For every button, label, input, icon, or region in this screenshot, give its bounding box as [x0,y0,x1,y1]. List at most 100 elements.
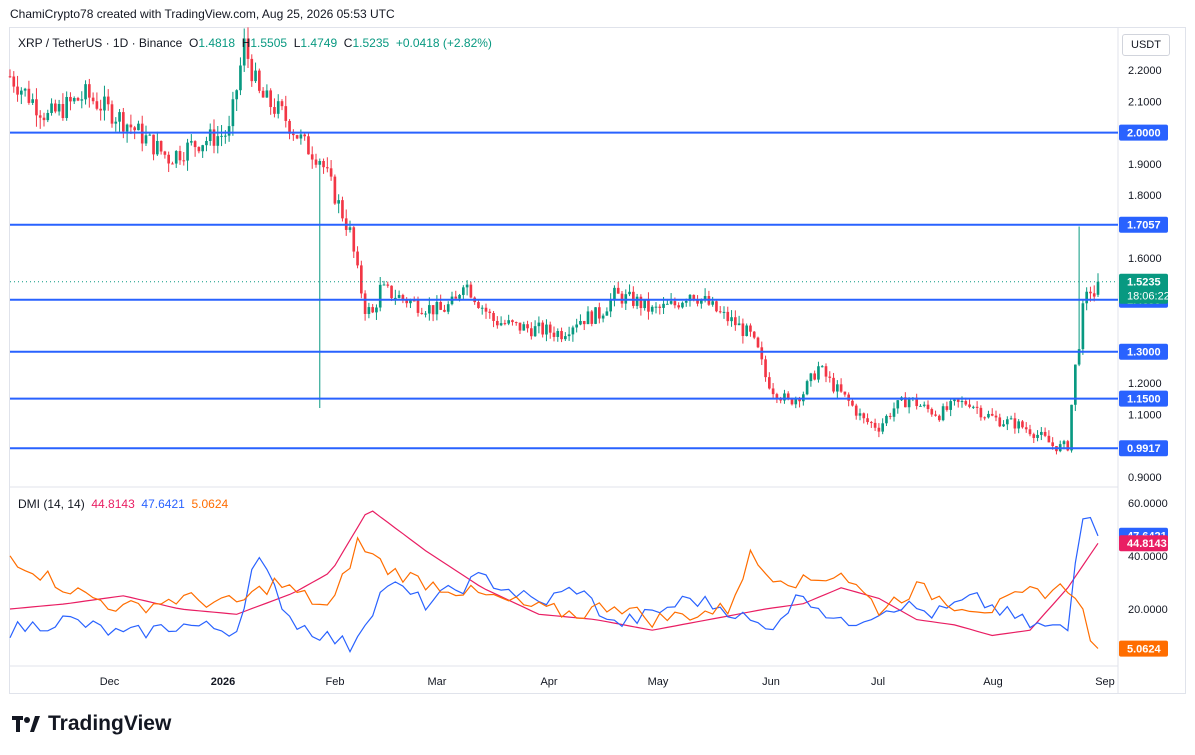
candle-body [484,307,488,312]
candle-body [492,312,495,321]
candle-body [103,96,106,111]
low-value: 1.4749 [300,36,338,50]
symbol-legend: XRP / TetherUS · 1D · Binance O1.4818 H1… [18,36,492,50]
high-value: 1.5505 [250,36,288,50]
candle-body [718,311,722,313]
candle-body [643,298,646,309]
candle-body [8,76,12,78]
candle-body [465,284,469,288]
candle-body [235,90,238,100]
candle-body [794,398,798,405]
candle-body [144,135,148,144]
level-label-bg [1119,216,1168,233]
candle-body [545,324,548,335]
candle-body [220,135,223,137]
candle-body [820,366,824,368]
candle-body [212,129,216,146]
change-value: +0.0418 (+2.82%) [395,36,492,50]
candle-body [201,145,204,152]
dmi-lines [9,510,1099,654]
price-tick-label: 2.2000 [1128,65,1162,77]
candle-body [159,140,163,152]
candle-body [907,399,911,408]
candle-body [216,136,220,146]
candle-body [669,301,673,304]
candle-body [514,322,518,324]
candle-body [1013,418,1017,429]
adx-line [9,536,1099,649]
candle-body [722,311,726,313]
candle-body [575,324,578,328]
candle-body [605,311,609,316]
candle-body [352,227,356,252]
candle-body [843,391,847,395]
dmi-value-bg [1119,535,1168,552]
candle-body [231,99,235,127]
candle-body [76,97,80,101]
dmi-name[interactable]: DMI (14, 14) [18,497,85,511]
candle-body [239,65,242,91]
plus-di-line [9,516,1099,654]
candle-body [953,399,956,402]
candle-body [518,322,522,331]
candle-body [424,313,427,315]
candle-body [269,90,272,108]
candle-body [16,86,19,95]
candle-body [567,334,571,337]
candle-body [1040,431,1043,435]
candle-body [749,325,752,332]
grid [10,28,1119,693]
candle-body [775,394,779,399]
candle-body [1017,421,1020,429]
candle-body [390,285,393,299]
candle-body [38,115,42,118]
candle-body [84,84,87,100]
candle-body [779,398,782,401]
candle-body [628,291,631,295]
candle-body [975,406,979,408]
candle-body [526,324,529,329]
candle-body [503,323,507,325]
candle-body [590,311,594,324]
candle-body [1028,429,1032,435]
dmi-value-label: 44.8143 [1127,538,1167,550]
candle-body [586,311,590,325]
candle-body [326,167,329,169]
candle-body [288,120,291,134]
candle-body [915,397,918,407]
candle-body [439,301,442,310]
candle-body [530,328,533,337]
candle-body [870,422,873,424]
candle-body [91,97,95,102]
candle-body [42,117,46,121]
candle-body [798,398,801,402]
candle-body [314,159,318,165]
candle-body [881,423,884,432]
candle-body [1047,435,1051,443]
candle-body [858,413,862,416]
candle-body [88,84,91,98]
tradingview-logo-icon [12,714,42,734]
dmi-plus-di-value: 47.6421 [141,497,185,511]
candle-body [571,327,575,335]
candle-body [405,299,408,304]
open-value: 1.4818 [198,36,236,50]
symbol-name[interactable]: XRP / TetherUS · 1D · Binance [18,36,183,50]
time-tick-label: Apr [540,676,557,688]
candle-body [276,101,280,114]
candle-body [598,307,601,319]
candle-body [885,415,888,424]
candle-body [688,294,692,301]
candle-body [616,287,620,294]
candle-body [768,377,771,389]
candle-body [114,121,118,124]
candle-body [1009,418,1013,420]
candle-body [919,405,922,407]
currency-selector[interactable]: USDT [1122,34,1170,56]
candle-body [329,168,333,177]
candle-body [941,406,945,421]
close-value: 1.5235 [352,36,390,50]
tradingview-brand[interactable]: TradingView [12,712,171,736]
candle-body [261,90,265,98]
